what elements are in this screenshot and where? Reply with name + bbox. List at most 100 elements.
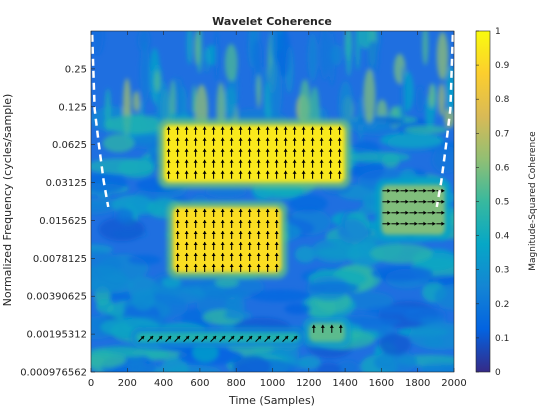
coherence-blob [307,33,318,82]
phase-arrow-head [292,170,297,174]
phase-arrow-head [193,159,198,163]
phase-arrow-head [405,188,409,193]
coherence-blob [223,86,237,116]
phase-arrow-head [423,210,427,215]
phase-arrow-head [175,230,180,234]
phase-arrow-head [202,148,207,152]
phase-arrow-head [211,241,216,245]
phase-arrow-head [311,324,316,328]
phase-arrow-head [184,208,189,212]
coherence-blob [214,277,240,288]
phase-arrow-head [238,230,243,234]
coherence-region [381,184,445,235]
phase-arrow-head [265,148,270,152]
coherence-blob [415,85,425,113]
phase-arrow-head [256,230,261,234]
x-tick-label: 1200 [296,378,321,389]
x-tick-label: 1600 [369,378,394,389]
phase-arrow-head [211,263,216,267]
coherence-blob [214,31,219,83]
phase-arrow-head [265,137,270,141]
phase-arrow-head [387,221,391,226]
phase-arrow-head [310,148,315,152]
phase-arrow-head [247,241,252,245]
phase-arrow-head [229,148,234,152]
phase-arrow-head [256,252,261,256]
phase-arrow-head [202,252,207,256]
coherence-blob [277,31,291,78]
phase-arrow-head [212,336,217,340]
phase-arrow-head [229,263,234,267]
phase-arrow-head [265,230,270,234]
phase-arrow-head [274,230,279,234]
x-tick-label: 600 [190,378,209,389]
coherence-blob [113,208,134,223]
coherence-blob [104,114,166,134]
phase-arrow-head [337,137,342,141]
coherence-blob [161,277,182,288]
phase-arrow-head [238,263,243,267]
y-tick-label: 0.000976562 [20,368,87,379]
coherence-blob [365,305,423,315]
colorbar-tick-label: 0.2 [495,300,509,310]
phase-arrow-head [265,208,270,212]
phase-arrow-head [274,126,279,130]
phase-arrow-head [193,137,198,141]
phase-arrow-head [328,148,333,152]
phase-arrow-head [328,137,333,141]
x-tick-label: 400 [154,378,173,389]
phase-arrow-head [396,221,400,226]
phase-arrow-head [175,219,180,223]
phase-arrow-head [274,219,279,223]
phase-arrow-head [320,324,325,328]
phase-arrow-head [265,159,270,163]
coherence-blob [330,44,343,66]
phase-arrow-head [193,263,198,267]
phase-arrow-head [211,170,216,174]
coi-boundary [435,31,454,208]
y-tick-label: 0.015625 [39,216,87,227]
phase-arrow-head [202,126,207,130]
phase-arrow-head [319,126,324,130]
phase-arrow-head [256,137,261,141]
phase-arrow-head [229,170,234,174]
phase-arrow-head [202,230,207,234]
coherence-blob [346,35,352,77]
phase-arrow-head [220,219,225,223]
coherence-blob [102,134,135,153]
phase-arrow-head [202,263,207,267]
y-tick-label: 0.00390625 [27,292,87,303]
coherence-blob [223,310,252,321]
colorbar-tick-label: 0.7 [495,129,509,139]
phase-arrow-head [203,336,208,340]
phase-arrow-head [230,336,235,340]
x-tick-label: 800 [227,378,246,389]
colorbar-tick-label: 0.4 [495,232,510,242]
phase-arrow-head [247,219,252,223]
x-tick-label: 200 [118,378,137,389]
phase-arrow-head [184,126,189,130]
phase-arrow-head [310,126,315,130]
coherence-blob [422,31,429,66]
phase-arrow-head [238,126,243,130]
phase-arrow-head [441,210,445,215]
phase-arrow-head [292,126,297,130]
phase-arrow-head [283,170,288,174]
phase-arrow-head [256,208,261,212]
phase-arrow-head [414,221,418,226]
phase-arrow-head [432,188,436,193]
phase-arrow-head [238,148,243,152]
phase-arrow-head [328,159,333,163]
phase-arrow-head [166,159,171,163]
phase-arrow-head [274,263,279,267]
phase-arrow-head [166,126,171,130]
coherence-region [163,124,346,183]
phase-arrow-head [238,208,243,212]
y-axis: 0.25 0.125 0.0625 0.03125 0.015625 0.0078125 0… [20,64,95,379]
cone-of-influence [91,31,454,208]
phase-arrow-head [238,159,243,163]
phase-arrow-head [220,137,225,141]
phase-arrow-head [193,252,198,256]
coherence-blob [98,217,145,242]
phase-arrow-head [247,148,252,152]
